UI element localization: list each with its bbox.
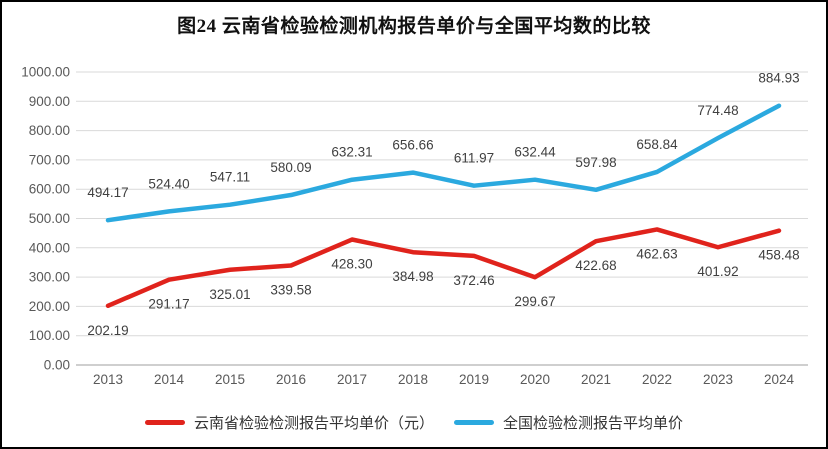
- data-label: 494.17: [87, 185, 128, 200]
- legend-item-national: 全国检验检测报告平均单价: [454, 412, 683, 433]
- data-label: 462.63: [636, 246, 677, 261]
- y-tick-label: 700.00: [29, 152, 70, 167]
- data-label: 658.84: [636, 137, 678, 152]
- x-tick-label: 2016: [276, 372, 306, 387]
- x-tick-label: 2024: [764, 372, 795, 387]
- data-label: 547.11: [210, 170, 250, 185]
- data-label: 384.98: [392, 269, 433, 284]
- y-tick-label: 400.00: [29, 240, 70, 255]
- y-tick-label: 0.00: [44, 358, 70, 373]
- x-tick-label: 2017: [337, 372, 367, 387]
- data-label: 632.44: [514, 145, 556, 160]
- data-label: 774.48: [697, 103, 738, 118]
- y-tick-label: 500.00: [29, 211, 70, 226]
- data-label: 632.31: [331, 145, 372, 160]
- y-tick-label: 1000.00: [21, 65, 70, 80]
- y-tick-label: 600.00: [29, 182, 70, 197]
- data-label: 458.48: [758, 248, 799, 263]
- x-tick-label: 2019: [459, 372, 489, 387]
- series-line-national: [105, 103, 782, 223]
- data-label: 580.09: [270, 160, 311, 175]
- data-label: 401.92: [697, 264, 738, 279]
- x-tick-label: 2022: [642, 372, 672, 387]
- x-tick-label: 2013: [93, 372, 123, 387]
- x-tick-label: 2014: [154, 372, 185, 387]
- data-label: 422.68: [575, 258, 616, 273]
- data-label: 611.97: [454, 151, 494, 166]
- data-label: 884.93: [758, 71, 799, 86]
- chart-title: 图24 云南省检验检测机构报告单价与全国平均数的比较: [177, 16, 651, 37]
- legend-label-national: 全国检验检测报告平均单价: [503, 415, 684, 432]
- x-tick-label: 2021: [581, 372, 611, 387]
- y-tick-label: 300.00: [29, 270, 70, 285]
- data-label: 339.58: [270, 283, 311, 298]
- x-tick-label: 2020: [520, 372, 550, 387]
- data-label: 656.66: [392, 138, 433, 153]
- series-line-yunnan: [105, 227, 782, 309]
- y-tick-label: 900.00: [29, 94, 70, 109]
- data-label: 524.40: [148, 176, 189, 191]
- legend-item-yunnan: 云南省检验检测报告平均单价（元）: [144, 412, 434, 433]
- data-label: 325.01: [209, 287, 250, 302]
- x-tick-label: 2023: [703, 372, 733, 387]
- data-label: 597.98: [575, 155, 616, 170]
- legend-swatch-national-blue: [454, 420, 494, 425]
- y-tick-label: 200.00: [29, 299, 70, 314]
- y-tick-label: 800.00: [29, 123, 70, 138]
- x-tick-label: 2018: [398, 372, 428, 387]
- data-label: 202.19: [87, 323, 128, 338]
- y-tick-label: 100.00: [29, 328, 70, 343]
- legend-swatch-yunnan-red: [144, 420, 185, 425]
- data-label: 291.17: [148, 297, 189, 312]
- data-label: 372.46: [453, 273, 494, 288]
- chart-legend: 云南省检验检测报告平均单价（元） 全国检验检测报告平均单价: [2, 412, 826, 433]
- data-label: 299.67: [514, 294, 555, 309]
- x-tick-label: 2015: [215, 372, 245, 387]
- data-label: 428.30: [331, 257, 372, 272]
- legend-label-yunnan: 云南省检验检测报告平均单价（元）: [193, 415, 434, 432]
